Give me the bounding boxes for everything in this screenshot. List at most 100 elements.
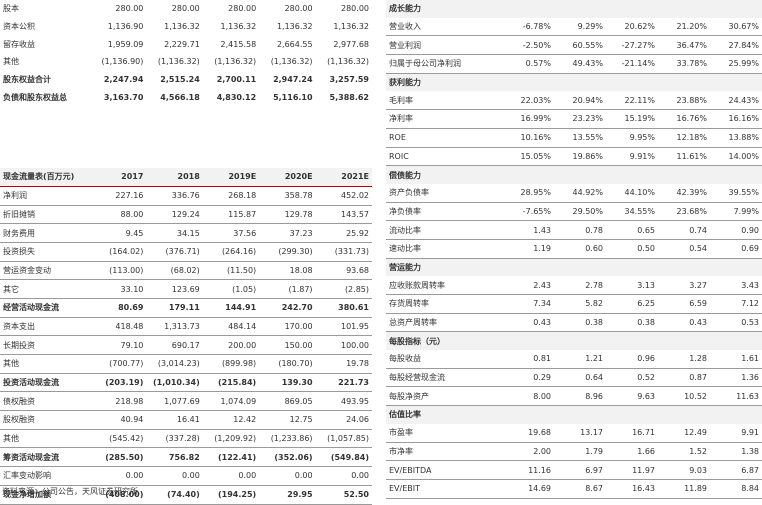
- row-label: 总资产周转率: [386, 313, 502, 333]
- row-value: 0.43: [502, 313, 554, 333]
- table-row: 营业收入 -6.78% 9.29% 20.62% 21.20% 30.67%: [386, 17, 762, 37]
- row-value: (74.40): [146, 485, 203, 505]
- left-panel: 股本 280.00 280.00 280.00 280.00 280.00 资本公积 1,13…: [0, 0, 372, 505]
- row-value: (1,057.85): [315, 429, 372, 449]
- row-value: (376.71): [146, 242, 203, 262]
- table-row: 营运资金变动 (113.00) (68.02) (11.50) 18.08 93.68: [0, 261, 372, 281]
- row-value: 6.59: [658, 294, 710, 314]
- row-value: 6.25: [606, 294, 658, 314]
- row-value: 139.30: [259, 373, 316, 393]
- row-value: 1.43: [502, 220, 554, 240]
- row-value: (68.02): [146, 261, 203, 281]
- row-value: 18.08: [259, 261, 316, 281]
- row-value: -27.27%: [606, 35, 658, 56]
- row-value: 336.76: [146, 186, 203, 206]
- row-value: 1.28: [658, 350, 710, 369]
- row-value: 2,247.94: [103, 75, 144, 85]
- row-value: 10.16%: [502, 128, 554, 148]
- row-label: EV/EBIT: [386, 479, 502, 499]
- row-value: 221.73: [315, 373, 372, 393]
- row-value: (331.73): [315, 242, 372, 262]
- year-header: 2021E: [315, 168, 372, 187]
- section-gap: [0, 106, 372, 168]
- row-value: 25.99%: [710, 54, 762, 74]
- row-label: 债权融资: [0, 391, 90, 412]
- row-value: 11.16: [502, 460, 554, 480]
- row-value: 280.00: [228, 4, 257, 14]
- row-value: 21.20%: [658, 17, 710, 37]
- row-value: 22.11%: [606, 91, 658, 111]
- row-value: (549.84): [315, 447, 372, 468]
- source-footnote: 资料来源：公司公告，天风证券研究所: [2, 487, 138, 496]
- row-value: 16.99%: [502, 109, 554, 129]
- row-value: 0.38: [606, 313, 658, 333]
- row-label: 股东权益合计: [3, 75, 51, 85]
- row-value: (1,136.32): [327, 57, 369, 67]
- row-value: 2.78: [554, 276, 606, 296]
- row-value: 129.24: [146, 205, 203, 225]
- row-label: 资本公积: [3, 22, 35, 32]
- row-value: 380.61: [315, 298, 372, 318]
- table-row: 其它 33.10 123.69 (1.05) (1.87) (2.85): [0, 279, 372, 299]
- row-label: 其他: [3, 57, 19, 67]
- row-value: 1,077.69: [146, 391, 203, 412]
- row-value: 0.00: [90, 466, 147, 486]
- row-value: 2.00: [502, 442, 554, 462]
- row-label: 财务费用: [0, 223, 90, 243]
- row-label: 市盈率: [386, 423, 502, 443]
- table-row: 投资活动现金流 (203.19) (1,010.34) (215.84) 139.30 2…: [0, 373, 372, 393]
- row-value: 4,566.18: [160, 92, 200, 102]
- row-value: 37.23: [259, 223, 316, 243]
- row-value: 242.70: [259, 298, 316, 318]
- row-value: 12.49: [658, 423, 710, 443]
- row-value: 80.69: [90, 298, 147, 318]
- row-value: 0.50: [606, 239, 658, 259]
- row-value: 8.67: [554, 479, 606, 499]
- right-panel: 成长能力 营业收入 -6.78% 9.29% 20.62% 21.20% 30.67% 营业利…: [386, 0, 762, 499]
- section-header-row: 每股指标（元）: [386, 331, 762, 351]
- row-value: 16.76%: [658, 109, 710, 129]
- row-value: 1,313.73: [146, 317, 203, 337]
- row-value: 484.14: [202, 317, 260, 337]
- row-value: 418.48: [90, 317, 147, 337]
- row-label: 经营活动现金流: [0, 298, 90, 318]
- row-value: 0.00: [259, 466, 316, 486]
- table-row: 股本 280.00 280.00 280.00 280.00 280.00: [0, 0, 372, 18]
- row-value: 358.78: [259, 186, 316, 206]
- row-value: (1,209.92): [202, 429, 260, 449]
- row-value: 60.55%: [554, 35, 606, 56]
- table-row: 总资产周转率 0.43 0.38 0.38 0.43 0.53: [386, 313, 762, 333]
- row-value: 7.99%: [710, 202, 762, 222]
- row-value: -21.14%: [606, 54, 658, 74]
- row-value: 8.84: [710, 479, 762, 499]
- row-value: 24.06: [315, 410, 372, 430]
- row-value: 1.19: [502, 239, 554, 259]
- row-value: 3.13: [606, 276, 658, 296]
- row-value: 0.43: [658, 313, 710, 333]
- row-value: 280.00: [115, 4, 144, 14]
- row-value: 0.65: [606, 220, 658, 240]
- row-value: 9.91%: [606, 147, 658, 167]
- row-value: 2,664.55: [276, 39, 313, 49]
- row-value: 756.82: [146, 447, 203, 468]
- row-value: 2,515.24: [160, 75, 200, 85]
- row-value: 452.02: [315, 186, 372, 206]
- row-value: 1.66: [606, 442, 658, 462]
- row-value: 1.79: [554, 442, 606, 462]
- row-label: 速动比率: [386, 239, 502, 259]
- table-row: 股权融资 40.94 16.41 12.42 12.75 24.06: [0, 410, 372, 430]
- row-value: 2,415.58: [220, 39, 257, 49]
- table-row: 其他 (545.42) (337.28) (1,209.92) (1,233.86) (1…: [0, 429, 372, 449]
- row-value: 11.61%: [658, 147, 710, 167]
- row-label: ROIC: [386, 147, 502, 167]
- row-label: 其他: [0, 429, 90, 449]
- table-row: 市盈率 19.68 13.17 16.71 12.49 9.91: [386, 423, 762, 443]
- section-title: 成长能力: [386, 0, 762, 18]
- row-value: 30.67%: [710, 17, 762, 37]
- row-value: (203.19): [90, 373, 147, 393]
- table-row: 速动比率 1.19 0.60 0.50 0.54 0.69: [386, 239, 762, 259]
- row-value: (3,014.23): [146, 354, 203, 374]
- row-value: 0.00: [202, 466, 260, 486]
- row-value: 9.29%: [554, 17, 606, 37]
- row-value: 1,136.32: [333, 22, 369, 32]
